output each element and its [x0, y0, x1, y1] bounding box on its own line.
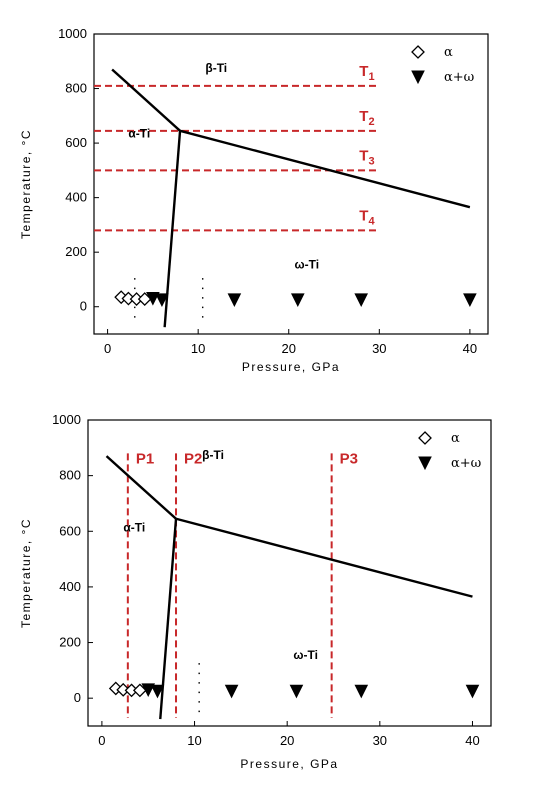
legend-label-alpha-omega: α+ω — [451, 456, 481, 471]
phase-boundary — [111, 68, 181, 132]
reference-label-subscript: 2 — [368, 116, 374, 128]
y-tick-label: 800 — [59, 468, 81, 483]
legend: α α+ω — [418, 431, 481, 471]
legend-symbol-alpha-omega — [411, 70, 425, 85]
phase-boundary — [159, 518, 178, 720]
data-point-alpha-omega — [227, 293, 242, 308]
reference-label: T1 — [359, 63, 374, 83]
data-point-alpha-omega — [141, 683, 156, 697]
x-tick-label: 0 — [104, 341, 111, 356]
y-tick-label: 200 — [65, 244, 87, 259]
chart-2: 0 200 400 600 800 1000 0 10 20 30 40 Pressure, GPa T… — [19, 412, 492, 771]
legend-symbol-alpha-omega — [418, 456, 432, 471]
y-tick-label: 1000 — [58, 26, 87, 41]
data-point-alpha-omega — [354, 684, 369, 699]
plot-frame — [87, 419, 492, 727]
phase-boundary — [163, 130, 182, 328]
legend-symbol-alpha — [418, 431, 432, 445]
chart-1: 0 200 400 600 800 1000 0 10 20 30 40 Pressure, GPa T… — [19, 26, 489, 374]
phase-label: β-Ti — [202, 448, 224, 462]
y-tick-label: 0 — [80, 299, 87, 314]
data-point-alpha — [132, 683, 147, 698]
y-axis-title: Temperature, °C — [19, 518, 33, 628]
x-tick-label: 10 — [191, 341, 205, 356]
data-point-alpha-omega — [146, 292, 160, 306]
phase-boundary — [105, 455, 177, 520]
x-tick-label: 20 — [282, 341, 296, 356]
y-tick-label: 800 — [65, 81, 87, 96]
reference-label: P3 — [340, 450, 358, 467]
phase-label: α-Ti — [128, 127, 150, 141]
reference-label: T2 — [359, 108, 374, 128]
phase-label: ω-Ti — [295, 258, 320, 272]
phase-label: α-Ti — [123, 520, 145, 534]
phase-boundary — [175, 517, 473, 598]
y-tick-label: 600 — [65, 135, 87, 150]
legend-symbol-alpha — [411, 45, 425, 59]
x-tick-label: 0 — [98, 733, 105, 748]
data-point-alpha-omega — [224, 684, 239, 699]
phase-label: β-Ti — [205, 61, 227, 75]
data-point-alpha-omega — [155, 293, 169, 308]
y-tick-label: 600 — [59, 523, 81, 538]
x-axis-title: Pressure, GPa — [240, 757, 338, 771]
y-tick-label: 400 — [59, 579, 81, 594]
legend-label-alpha-omega: α+ω — [444, 70, 474, 85]
y-tick-label: 400 — [65, 190, 87, 205]
reference-label: P2 — [184, 450, 202, 467]
reference-label: P1 — [136, 450, 154, 467]
data-point-alpha-omega — [463, 293, 477, 308]
x-tick-label: 40 — [465, 733, 479, 748]
x-tick-label: 40 — [463, 341, 477, 356]
legend-label-alpha: α — [444, 45, 453, 60]
y-tick-label: 1000 — [52, 412, 81, 427]
y-tick-label: 200 — [59, 635, 81, 650]
y-axis-title: Temperature, °C — [19, 129, 33, 239]
reference-label-subscript: 1 — [368, 71, 374, 83]
y-tick-label: 0 — [74, 690, 81, 705]
data-point-alpha-omega — [354, 293, 369, 308]
data-point-alpha-omega — [150, 684, 165, 699]
reference-label: T4 — [359, 207, 375, 227]
x-tick-label: 10 — [187, 733, 201, 748]
x-tick-label: 20 — [280, 733, 294, 748]
legend-label-alpha: α — [451, 431, 460, 446]
data-point-alpha-omega — [289, 684, 304, 699]
reference-label-subscript: 4 — [368, 215, 375, 227]
legend: α α+ω — [411, 45, 474, 85]
data-point-alpha-omega — [290, 293, 305, 308]
x-tick-label: 30 — [372, 341, 386, 356]
reference-label: T3 — [359, 147, 374, 167]
x-axis-title: Pressure, GPa — [242, 360, 340, 374]
data-point-alpha-omega — [465, 684, 480, 699]
phase-label: ω-Ti — [293, 648, 318, 662]
phase-boundary — [179, 129, 471, 209]
x-tick-label: 30 — [373, 733, 387, 748]
plot-frame — [93, 33, 489, 335]
reference-label-subscript: 3 — [368, 155, 374, 167]
